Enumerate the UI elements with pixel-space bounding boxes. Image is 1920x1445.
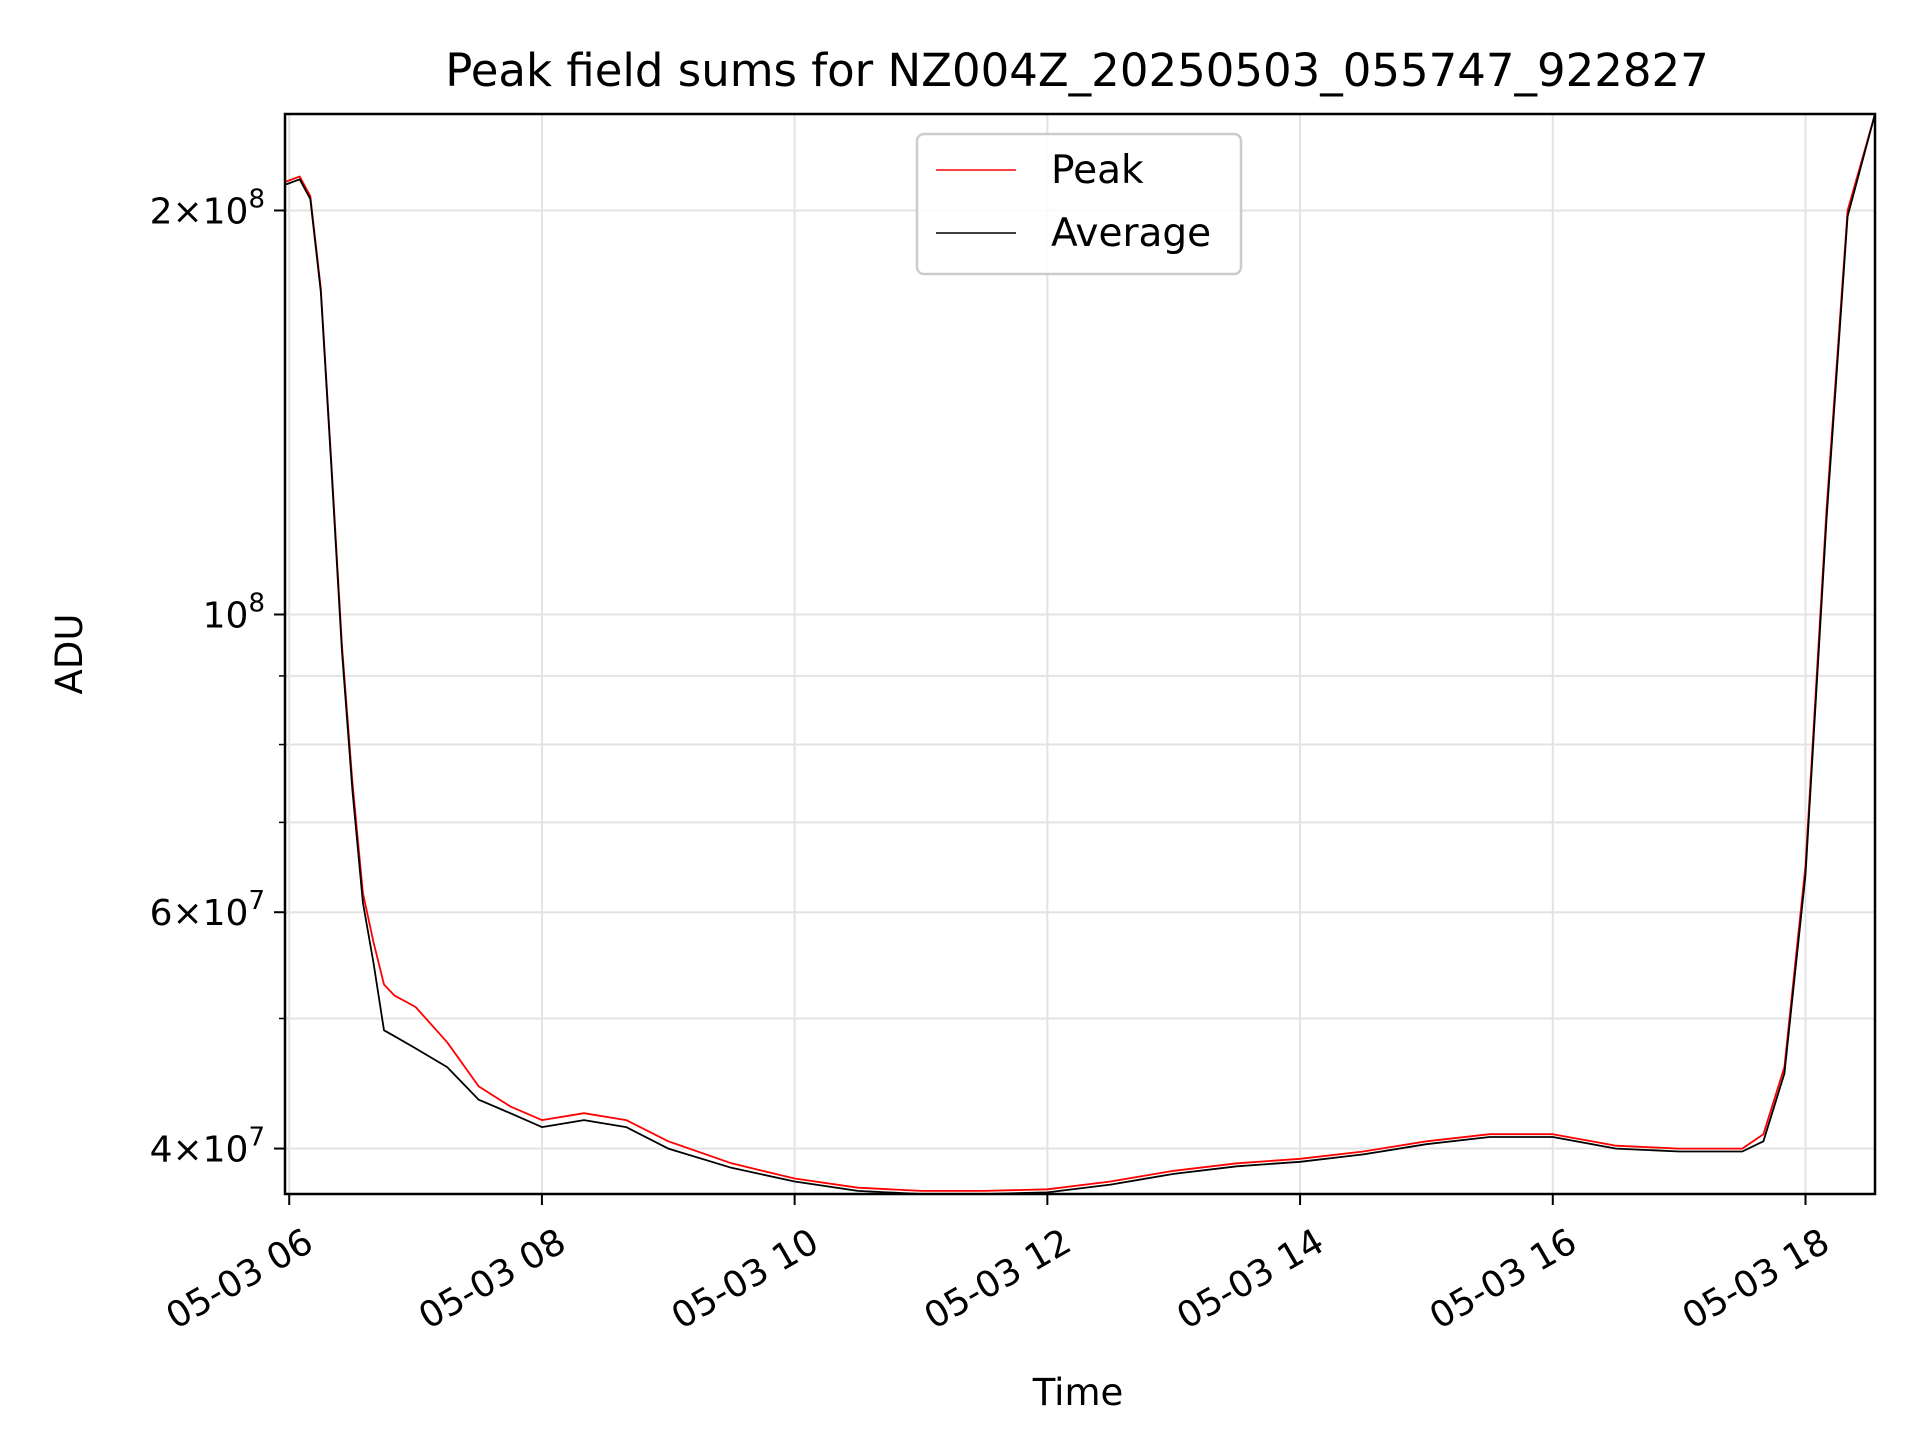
legend-box: [915, 132, 1243, 276]
legend-label-average: Average: [1051, 211, 1211, 256]
series-layer: [285, 114, 1875, 1194]
y-axis: 4×107 6×107 108 2×108: [150, 184, 285, 1171]
y-tick-label: 108: [203, 588, 265, 636]
y-tick-label: 2×108: [150, 184, 265, 232]
y-tick-label: 4×107: [150, 1123, 265, 1171]
series-line-average: [285, 114, 1875, 1194]
legend[interactable]: Peak Average: [915, 132, 1243, 276]
legend-label-peak: Peak: [1051, 148, 1144, 193]
y-axis-label: ADU: [48, 614, 91, 695]
y-tick-label: 6×107: [150, 886, 265, 934]
plot-frame: [283, 112, 1877, 1196]
x-axis-label: Time: [1032, 1371, 1124, 1414]
chart-title: Peak field sums for NZ004Z_20250503_0557…: [445, 44, 1709, 97]
